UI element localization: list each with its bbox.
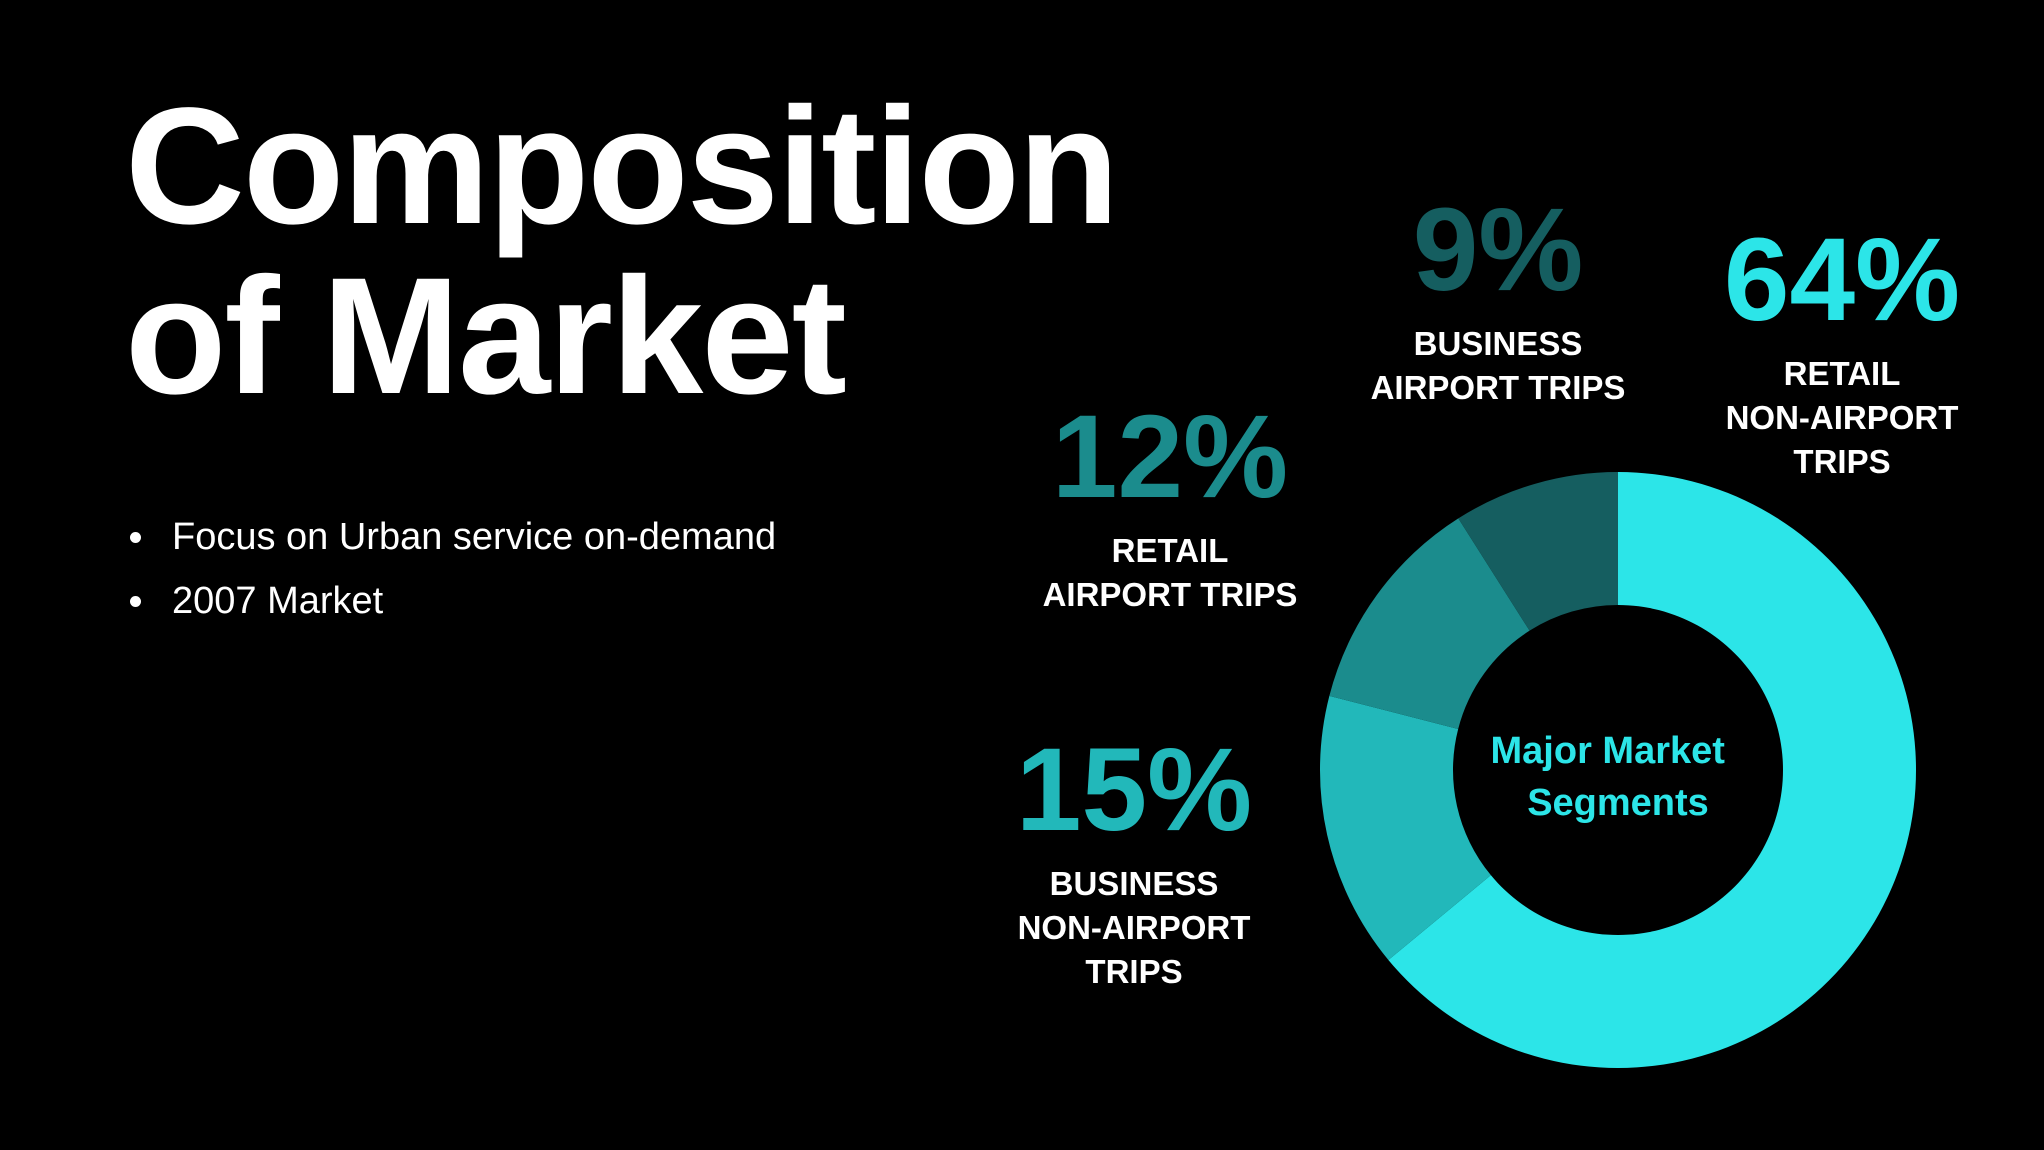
title-line-1: Composition (125, 74, 1119, 259)
slice-percent-label: 64% (1724, 214, 1960, 346)
donut-slice (1458, 472, 1618, 631)
donut-slice (1388, 472, 1916, 1068)
slice-category-label-line: BUSINESS (1050, 865, 1219, 902)
donut-slice (1329, 518, 1530, 729)
slice-category-label-line: AIRPORT TRIPS (1371, 369, 1626, 406)
bullet-list: Focus on Urban service on-demand 2007 Ma… (130, 505, 776, 633)
donut-slices (1320, 472, 1916, 1068)
slice-percent-label: 12% (1052, 391, 1288, 523)
bullet-dot (130, 596, 141, 607)
slice-category-label-line: RETAIL (1784, 355, 1901, 392)
slide-title: Composition of Market (125, 74, 1119, 429)
slice-category-label-line: NON-AIRPORT (1018, 909, 1251, 946)
title-line-2: of Market (125, 244, 847, 429)
bullet-text: Focus on Urban service on-demand (172, 516, 777, 558)
slice-category-label: BUSINESS NON-AIRPORT TRIPS (1018, 865, 1251, 990)
center-label: Major Market Segments (1491, 730, 1736, 824)
slice-category-label-line: AIRPORT TRIPS (1043, 576, 1298, 613)
slice-category-label: BUSINESS AIRPORT TRIPS (1371, 325, 1626, 406)
center-label-line-1: Major Market (1491, 730, 1726, 772)
bullet-item: Focus on Urban service on-demand (130, 505, 776, 569)
bullet-text: 2007 Market (172, 580, 384, 622)
slice-category-label-line: NON-AIRPORT (1726, 399, 1959, 436)
bullet-item: 2007 Market (130, 569, 776, 633)
slice-category-label: RETAIL NON-AIRPORT TRIPS (1726, 355, 1959, 480)
slice-category-label-line: TRIPS (1085, 953, 1182, 990)
slice-percent-label: 15% (1016, 724, 1252, 856)
slice-labels: 64% RETAIL NON-AIRPORT TRIPS 15% BUSINESS NON-… (1016, 184, 1960, 990)
donut-slice (1320, 695, 1491, 960)
slice-category-label-line: TRIPS (1793, 443, 1890, 480)
center-label-line-2: Segments (1527, 782, 1709, 824)
slice-category-label-line: BUSINESS (1414, 325, 1583, 362)
slice-category-label-line: RETAIL (1112, 532, 1229, 569)
slice-percent-label: 9% (1413, 184, 1584, 316)
bullet-dot (130, 532, 141, 543)
slice-category-label: RETAIL AIRPORT TRIPS (1043, 532, 1298, 613)
